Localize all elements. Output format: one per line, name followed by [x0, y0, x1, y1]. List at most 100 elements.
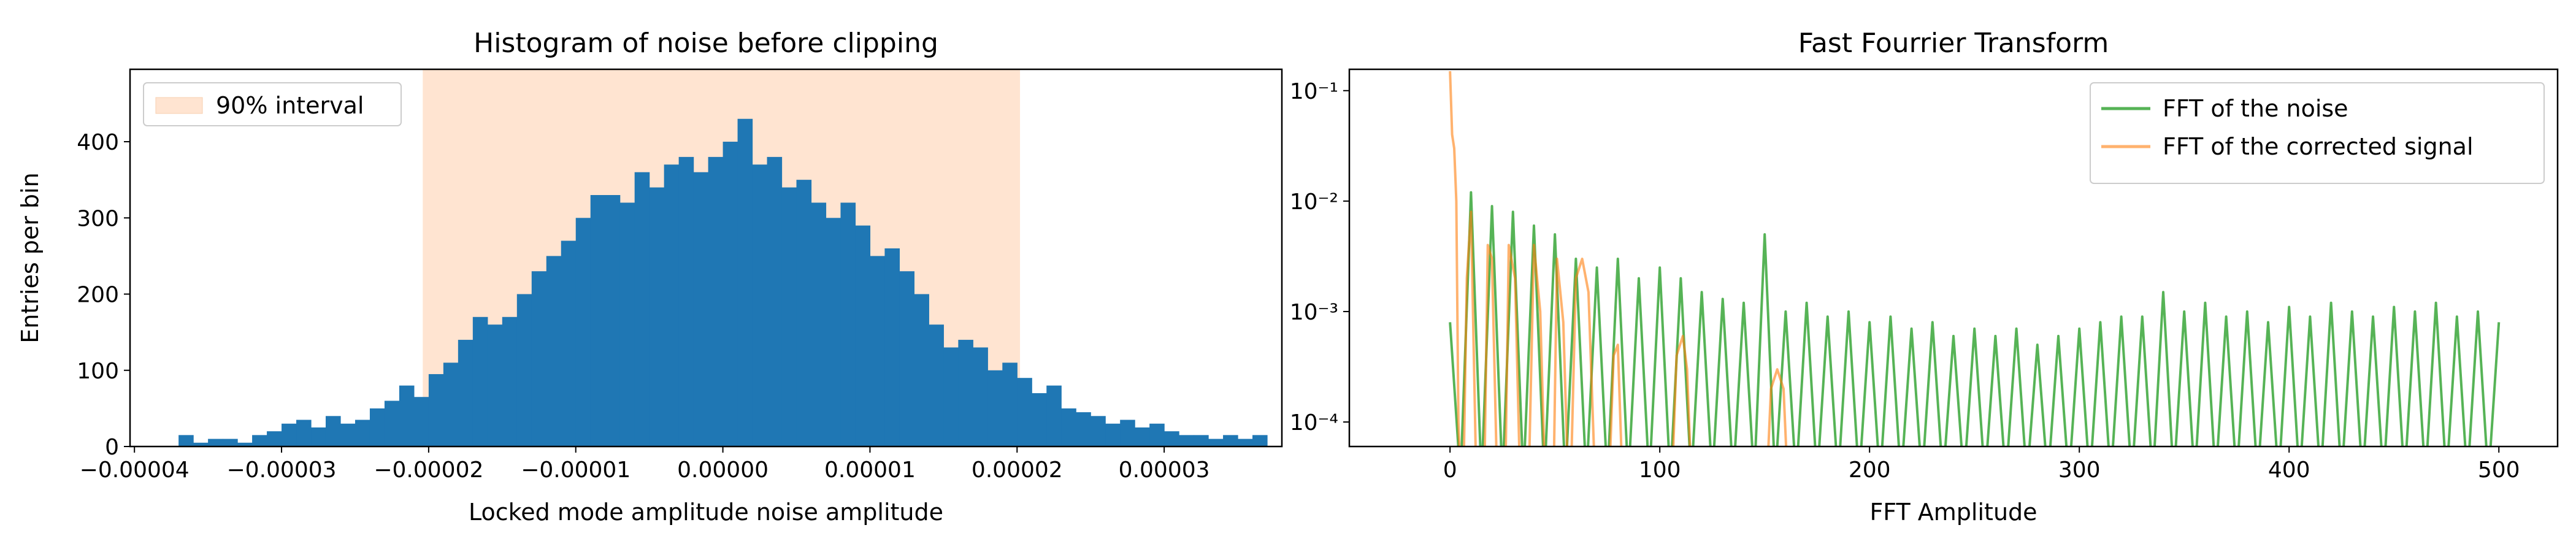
bar — [634, 172, 650, 447]
x-tick-label: −0.00004 — [80, 458, 190, 483]
bar — [1002, 362, 1018, 447]
bar — [1223, 435, 1238, 447]
bar — [870, 256, 886, 447]
bar — [590, 195, 606, 447]
bar — [781, 187, 797, 447]
bar — [1252, 435, 1268, 447]
bar — [649, 187, 665, 447]
bar — [561, 240, 577, 447]
bar — [855, 225, 871, 447]
bar — [943, 347, 959, 447]
x-tick-label: 100 — [1639, 458, 1681, 483]
bar — [237, 442, 253, 447]
bar — [1046, 385, 1062, 447]
bar — [531, 271, 547, 447]
legend-label: 90% interval — [216, 92, 364, 119]
bar — [973, 347, 988, 447]
bar — [929, 324, 944, 447]
bar — [311, 427, 326, 447]
bar — [899, 271, 914, 447]
chart-title: Histogram of noise before clipping — [473, 28, 938, 59]
legend-box — [143, 82, 402, 126]
bar — [413, 397, 429, 447]
bar — [1135, 427, 1150, 447]
bar — [619, 202, 635, 447]
x-tick-label: 400 — [2268, 458, 2310, 483]
bar — [1120, 420, 1135, 447]
bar — [296, 420, 312, 447]
legend-swatch — [155, 97, 203, 114]
axes-frame — [1348, 68, 2559, 448]
bar — [516, 294, 532, 447]
bar — [1061, 408, 1076, 447]
bar — [737, 118, 753, 447]
bar — [958, 340, 973, 447]
y-axis-label: Entries per bin — [17, 172, 44, 343]
series-line — [1449, 191, 2501, 447]
x-tick-label: 200 — [1849, 458, 1891, 483]
x-tick-label: −0.00002 — [374, 458, 483, 483]
bar — [914, 294, 929, 447]
x-axis-label: FFT Amplitude — [1869, 499, 2037, 526]
bar — [458, 340, 473, 447]
bar — [502, 316, 518, 447]
x-tick-label: 0.00000 — [677, 458, 769, 483]
x-axis-label: Locked mode amplitude noise amplitude — [469, 499, 943, 526]
bar — [1194, 435, 1209, 447]
chart-title: Fast Fourrier Transform — [1798, 28, 2109, 59]
bar — [384, 401, 400, 447]
y-tick-label: 10⁻¹ — [1290, 79, 1338, 104]
bar — [826, 218, 841, 447]
bar — [664, 164, 680, 447]
plot-area — [178, 69, 1268, 447]
bar — [267, 431, 282, 447]
bar — [1164, 431, 1179, 447]
x-tick-label: 0.00003 — [1119, 458, 1210, 483]
bar — [193, 442, 209, 447]
y-tick-label: 100 — [77, 359, 119, 384]
bar — [1149, 423, 1165, 447]
y-tick-label: 300 — [77, 206, 119, 231]
bar — [605, 195, 621, 447]
axes-frame — [129, 68, 1283, 448]
bar — [1238, 439, 1253, 447]
x-tick-label: 0.00002 — [972, 458, 1063, 483]
bar — [708, 156, 724, 447]
x-tick-label: −0.00001 — [521, 458, 631, 483]
bar — [443, 362, 459, 447]
bar — [355, 420, 370, 447]
bar — [546, 256, 562, 447]
bar — [282, 423, 297, 447]
x-tick-label: 500 — [2478, 458, 2520, 483]
bar — [1091, 416, 1106, 447]
bar — [693, 172, 709, 447]
bar — [884, 248, 900, 447]
bar — [223, 439, 238, 447]
x-tick-label: 0.00001 — [824, 458, 916, 483]
bar — [487, 324, 503, 447]
bar — [399, 385, 415, 447]
legend-label: FFT of the noise — [2163, 95, 2348, 122]
bar — [428, 374, 444, 447]
y-tick-label: 200 — [77, 283, 119, 308]
x-tick-label: 0 — [1443, 458, 1457, 483]
bar — [767, 156, 783, 447]
legend-box — [2090, 82, 2545, 184]
bar — [178, 435, 194, 447]
series-line — [1449, 71, 1788, 447]
bar — [208, 439, 223, 447]
x-tick-label: −0.00003 — [227, 458, 337, 483]
bar — [723, 142, 738, 447]
bar — [1179, 435, 1194, 447]
bar — [1032, 393, 1047, 447]
bar — [987, 370, 1003, 447]
plot-area — [1449, 71, 2501, 447]
y-tick-label: 400 — [77, 130, 119, 155]
bar — [575, 218, 591, 447]
x-tick-label: 300 — [2058, 458, 2101, 483]
y-tick-label: 10⁻⁴ — [1290, 410, 1338, 435]
bar — [752, 164, 768, 447]
bar — [811, 202, 827, 447]
y-tick-label: 10⁻³ — [1290, 300, 1338, 325]
